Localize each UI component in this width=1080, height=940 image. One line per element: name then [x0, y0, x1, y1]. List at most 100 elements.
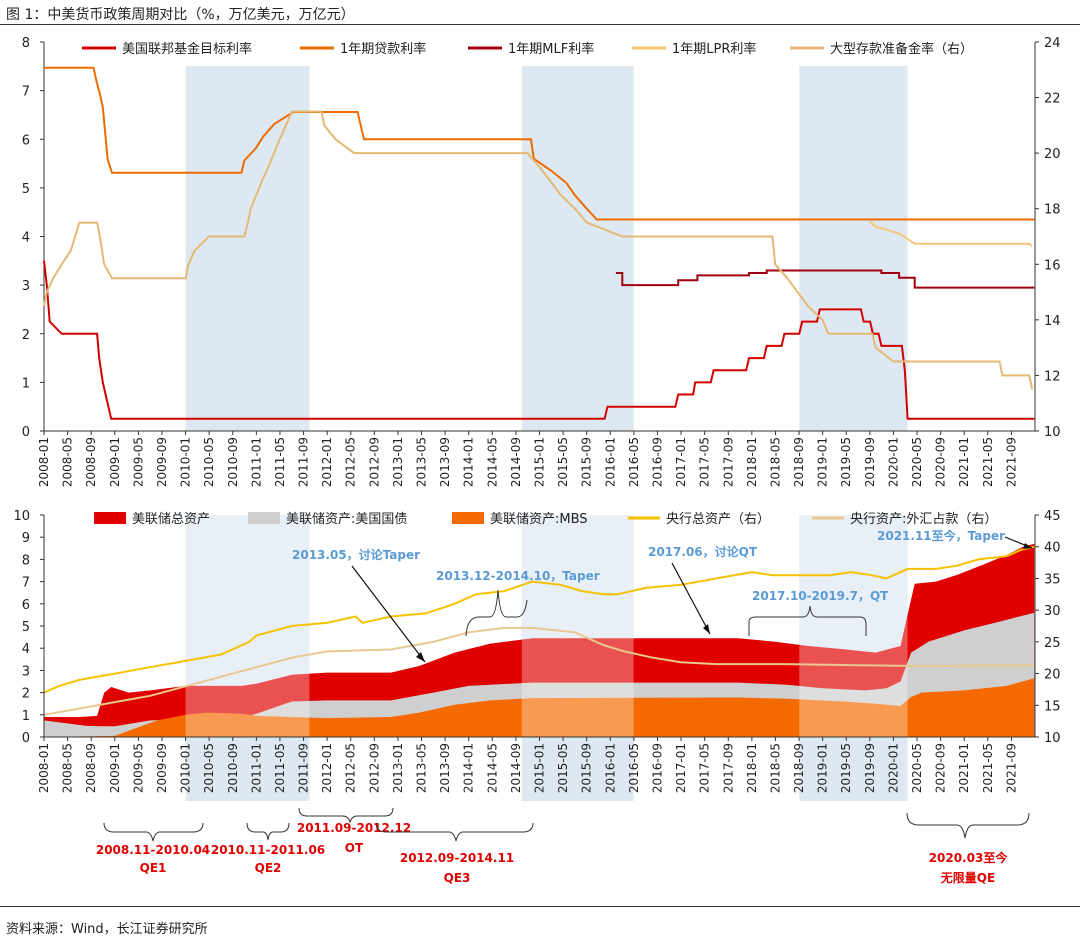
figure-title: 图 1：中美货币政策周期对比（%，万亿美元，万亿元） — [6, 7, 355, 23]
legend-label: 1年期MLF利率 — [508, 41, 594, 57]
legend-swatch — [452, 512, 484, 524]
x-tick-label: 2014-09 — [509, 743, 523, 793]
y-tick-label: 0 — [22, 425, 30, 440]
y-tick-label: 3 — [22, 664, 30, 679]
ot-dates: 2011.09-2012.12 — [297, 821, 411, 835]
qe1-label: QE1 — [140, 861, 167, 875]
x-tick-label: 2019-01 — [816, 743, 830, 793]
x-tick-label: 2010-05 — [202, 437, 216, 487]
legend-label: 美联储总资产 — [132, 512, 210, 527]
red-annotations: 2008.11-2010.04 QE1 2010.11-2011.06 QE2 … — [96, 807, 1030, 885]
ot-label: OT — [345, 841, 364, 855]
x-tick-label: 2021-05 — [981, 743, 995, 793]
x-tick-label: 2009-05 — [131, 743, 145, 793]
series-line — [43, 626, 1035, 716]
qe2-brace — [246, 822, 290, 841]
qe3-label: QE3 — [444, 871, 471, 885]
x-tick-label: 2012-01 — [320, 437, 334, 487]
x-tick-label: 2018-05 — [768, 743, 782, 793]
annotation-taper-period: 2013.12-2014.10，Taper — [436, 569, 600, 583]
shaded-overlay — [521, 515, 634, 737]
x-tick-label: 2008-05 — [61, 437, 75, 487]
x-tick-label: 2014-01 — [462, 437, 476, 487]
bottom-right-ticks: 10 15 20 25 30 35 40 45 — [1035, 509, 1061, 746]
x-tick-label: 2020-09 — [934, 437, 948, 487]
top-legend: 美国联邦基金目标利率 1年期贷款利率 1年期MLF利率 1年期LPR利率 大型存款准备金… — [82, 41, 973, 57]
x-tick-label: 2016-05 — [627, 743, 641, 793]
shaded-period-top — [521, 66, 634, 431]
y-tick-label: 10 — [1044, 731, 1061, 746]
x-tick-label: 2016-01 — [603, 437, 617, 487]
annotation-taper-discussion: 2013.05，讨论Taper — [292, 547, 420, 562]
x-tick-label: 2008-09 — [84, 743, 98, 793]
x-tick-label: 2009-01 — [108, 437, 122, 487]
x-tick-label: 2013-09 — [438, 437, 452, 487]
x-tick-label: 2010-01 — [179, 743, 193, 793]
ot-brace — [298, 807, 394, 824]
annotation-arrowhead — [1023, 543, 1032, 549]
unlimited-qe-brace — [906, 812, 1030, 839]
x-tick-label: 2011-09 — [297, 437, 311, 487]
legend-swatch — [248, 512, 280, 524]
x-tick-label: 2012-09 — [367, 743, 381, 793]
x-tick-label: 2021-01 — [957, 437, 971, 487]
x-tick-label: 2011-01 — [249, 437, 263, 487]
bottom-series-lines — [43, 545, 1035, 716]
x-tick-label: 2009-09 — [155, 743, 169, 793]
y-tick-label: 5 — [22, 620, 30, 635]
y-tick-label: 24 — [1044, 36, 1061, 51]
legend-label: 大型存款准备金率（右） — [830, 41, 973, 57]
legend-label: 1年期贷款利率 — [340, 41, 426, 57]
x-tick-label: 2021-09 — [1004, 437, 1018, 487]
qe1-brace — [103, 822, 204, 842]
series-line — [43, 110, 1034, 390]
x-tick-label: 2021-01 — [957, 743, 971, 793]
x-tick-label: 2014-05 — [485, 437, 499, 487]
x-tick-label: 2018-09 — [792, 743, 806, 793]
y-tick-label: 6 — [22, 133, 30, 148]
y-tick-label: 9 — [22, 531, 30, 546]
taper-brace — [465, 589, 528, 637]
title-rule — [0, 24, 1080, 25]
shaded-overlay — [799, 515, 908, 737]
x-tick-label: 2009-01 — [108, 743, 122, 793]
y-tick-label: 40 — [1044, 541, 1061, 556]
x-tick-label: 2020-09 — [934, 743, 948, 793]
x-tick-label: 2017-05 — [698, 437, 712, 487]
x-tick-label: 2010-01 — [179, 437, 193, 487]
x-tick-label: 2014-01 — [462, 743, 476, 793]
bottom-x-ticks: 2008-01 2008-05 2008-09 2009-01 2009-05 2009-… — [37, 737, 1018, 793]
x-tick-label: 2008-01 — [37, 743, 51, 793]
y-tick-label: 8 — [22, 36, 30, 51]
x-tick-label: 2009-09 — [155, 437, 169, 487]
y-tick-label: 4 — [22, 642, 30, 657]
y-tick-label: 30 — [1044, 604, 1061, 619]
y-tick-label: 1 — [22, 376, 30, 391]
y-tick-label: 4 — [22, 231, 30, 246]
x-tick-label: 2010-09 — [226, 437, 240, 487]
y-tick-label: 15 — [1044, 699, 1061, 714]
x-tick-label: 2021-09 — [1004, 743, 1018, 793]
x-tick-label: 2010-09 — [226, 743, 240, 793]
x-tick-label: 2016-05 — [627, 437, 641, 487]
x-tick-label: 2019-09 — [863, 437, 877, 487]
legend-label: 美国联邦基金目标利率 — [122, 41, 252, 57]
x-tick-label: 2011-05 — [273, 743, 287, 793]
annotation-qt-discussion: 2017.06，讨论QT — [648, 544, 758, 559]
y-tick-label: 0 — [22, 731, 30, 746]
x-tick-label: 2015-05 — [556, 743, 570, 793]
annotation-arrow — [671, 562, 711, 635]
x-tick-label: 2018-05 — [768, 437, 782, 487]
shaded-period-top — [185, 66, 310, 431]
x-tick-label: 2014-09 — [509, 437, 523, 487]
x-tick-label: 2015-01 — [533, 743, 547, 793]
x-tick-label: 2008-09 — [84, 437, 98, 487]
top-x-ticks: 2008-01 2008-05 2008-09 2009-01 2009-05 2009-… — [37, 431, 1018, 487]
x-tick-label: 2020-01 — [886, 437, 900, 487]
x-tick-label: 2013-09 — [438, 743, 452, 793]
x-tick-label: 2015-05 — [556, 437, 570, 487]
top-left-ticks: 0 1 2 3 4 5 6 7 8 — [22, 36, 44, 440]
legend-label: 央行资产:外汇占款（右） — [850, 512, 997, 527]
y-tick-label: 35 — [1044, 572, 1061, 587]
x-tick-label: 2011-09 — [297, 743, 311, 793]
